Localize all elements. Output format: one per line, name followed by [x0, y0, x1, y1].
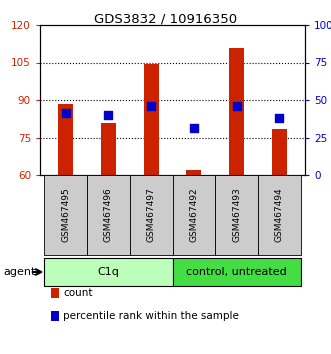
Point — [149, 103, 154, 109]
Bar — [58, 104, 73, 175]
Text: GDS3832 / 10916350: GDS3832 / 10916350 — [94, 12, 237, 25]
Point — [63, 110, 68, 115]
Bar — [101, 122, 116, 175]
Point — [106, 112, 111, 118]
Bar — [144, 64, 159, 175]
Text: control, untreated: control, untreated — [186, 267, 287, 277]
Bar — [186, 170, 201, 175]
Bar — [229, 47, 244, 175]
Point — [191, 125, 197, 130]
FancyBboxPatch shape — [87, 175, 130, 255]
FancyBboxPatch shape — [130, 175, 172, 255]
Text: C1q: C1q — [97, 267, 119, 277]
Text: GSM467492: GSM467492 — [189, 188, 198, 242]
Bar — [51, 311, 59, 321]
FancyBboxPatch shape — [172, 175, 215, 255]
Bar — [51, 288, 59, 298]
Text: GSM467494: GSM467494 — [275, 188, 284, 242]
Text: GSM467493: GSM467493 — [232, 188, 241, 242]
FancyBboxPatch shape — [258, 175, 301, 255]
Text: count: count — [63, 288, 93, 298]
FancyBboxPatch shape — [44, 175, 87, 255]
Bar — [272, 129, 287, 175]
FancyBboxPatch shape — [172, 258, 301, 286]
Point — [277, 115, 282, 120]
Point — [234, 103, 239, 109]
Text: GSM467497: GSM467497 — [147, 188, 156, 242]
Text: agent: agent — [3, 267, 36, 277]
Text: percentile rank within the sample: percentile rank within the sample — [63, 311, 239, 321]
Text: GSM467495: GSM467495 — [61, 188, 70, 242]
Text: GSM467496: GSM467496 — [104, 188, 113, 242]
FancyBboxPatch shape — [215, 175, 258, 255]
FancyBboxPatch shape — [44, 258, 172, 286]
